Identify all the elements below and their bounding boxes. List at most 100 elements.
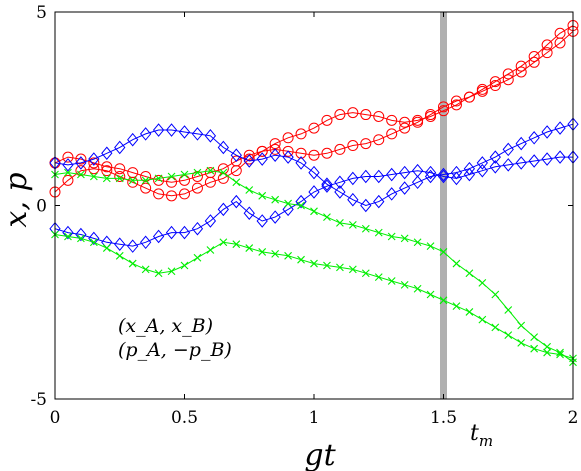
series-1-point xyxy=(179,188,190,200)
series-3-point xyxy=(373,194,385,209)
series-4-point xyxy=(256,214,268,228)
series-4-point xyxy=(165,225,178,240)
series-3-point xyxy=(528,130,540,145)
series-2-point xyxy=(140,170,152,182)
series-6 xyxy=(51,230,577,363)
vline-label: tm xyxy=(470,421,493,450)
series-2-point xyxy=(62,151,74,163)
series-6-point xyxy=(504,331,513,340)
series-3-point xyxy=(178,125,191,139)
series-5-point xyxy=(115,174,124,183)
series-6-point xyxy=(180,261,189,270)
series-4-point xyxy=(191,221,204,236)
series-1-point xyxy=(360,109,372,121)
series-2-point xyxy=(204,167,216,179)
series-3-line xyxy=(54,123,574,207)
series-6-point xyxy=(452,302,461,311)
series-3-point xyxy=(334,185,346,199)
series-4-point xyxy=(321,179,333,193)
series-3-point xyxy=(217,140,230,155)
series-4-point xyxy=(282,202,294,217)
series-6-point xyxy=(193,253,202,262)
series-4-point xyxy=(489,160,501,174)
series-4-point xyxy=(178,225,191,240)
series-2-point xyxy=(282,145,294,157)
series-3-point xyxy=(398,181,411,195)
series-3 xyxy=(49,117,579,213)
series-2-point xyxy=(166,176,178,188)
series-4-point xyxy=(334,175,346,190)
series-6-point xyxy=(89,238,98,247)
series-2-point xyxy=(230,155,242,167)
series-3-point xyxy=(515,136,527,151)
series-3-point xyxy=(308,165,320,180)
series-4-point xyxy=(88,231,100,246)
series-4-point xyxy=(308,185,320,199)
series-6-point xyxy=(478,315,487,324)
series-1-point xyxy=(502,68,514,80)
series-3-point xyxy=(165,123,178,137)
series-2-point xyxy=(256,145,268,157)
series-4-point xyxy=(230,194,242,209)
series-4-point xyxy=(217,202,230,217)
series-2-point xyxy=(217,163,229,175)
x-tick-label: 2 xyxy=(568,408,579,428)
series-5-point xyxy=(310,207,318,216)
series-4-point xyxy=(424,165,437,180)
series-6-point xyxy=(387,277,396,285)
series-5-point xyxy=(348,220,357,229)
series-1-point xyxy=(75,165,87,177)
series-4-point xyxy=(204,214,217,228)
series-1-point xyxy=(62,174,74,186)
series-5-point xyxy=(504,306,513,314)
series-1-point xyxy=(450,99,462,111)
series-5-point xyxy=(439,248,448,256)
series-1-point xyxy=(308,122,320,134)
y-tick-label: -5 xyxy=(30,390,47,410)
series-3-point xyxy=(127,132,139,147)
series-5-point xyxy=(543,342,551,351)
series-3-point xyxy=(295,156,307,170)
series-4-point xyxy=(295,194,307,209)
series-5-point xyxy=(426,242,435,251)
series-5-point xyxy=(284,199,292,208)
legend-line-2: (p_A, −p_B) xyxy=(118,339,232,361)
series-6-point xyxy=(439,296,448,305)
series-5-point xyxy=(400,234,409,243)
series-5-point xyxy=(491,290,500,299)
series-2-point xyxy=(360,138,372,150)
series-5-point xyxy=(323,213,331,221)
series-4-point xyxy=(515,156,527,170)
series-6-point xyxy=(77,234,85,243)
series-6-point xyxy=(141,265,150,274)
series-5-point xyxy=(478,279,487,287)
series-2-point xyxy=(450,95,462,107)
series-5-point xyxy=(297,201,305,210)
series-3-point xyxy=(411,175,424,190)
series-2-point xyxy=(114,163,126,175)
series-4-point xyxy=(347,171,359,186)
series-6-point xyxy=(271,249,280,258)
series-5-point xyxy=(89,172,98,181)
series-1-point xyxy=(489,76,501,88)
series-4-point xyxy=(463,167,476,182)
series-3-point xyxy=(321,177,333,191)
series-6-point xyxy=(258,248,267,256)
series-5-point xyxy=(361,224,370,233)
series-3-point xyxy=(62,158,74,172)
series-6-point xyxy=(167,267,176,276)
series-5-point xyxy=(271,195,280,204)
series-2-point xyxy=(412,116,424,128)
series-1-point xyxy=(399,116,411,128)
series-5-point xyxy=(465,269,474,278)
series-5-point xyxy=(530,333,539,341)
series-6-point xyxy=(310,259,318,268)
series-2-point xyxy=(179,174,190,186)
series-1-point xyxy=(295,128,307,140)
series-5-point xyxy=(387,232,396,241)
series-6-point xyxy=(115,251,124,260)
series-2-point xyxy=(321,147,333,159)
series-4-point xyxy=(502,158,514,172)
series-6-point xyxy=(491,323,500,332)
series-1-point xyxy=(282,132,294,144)
